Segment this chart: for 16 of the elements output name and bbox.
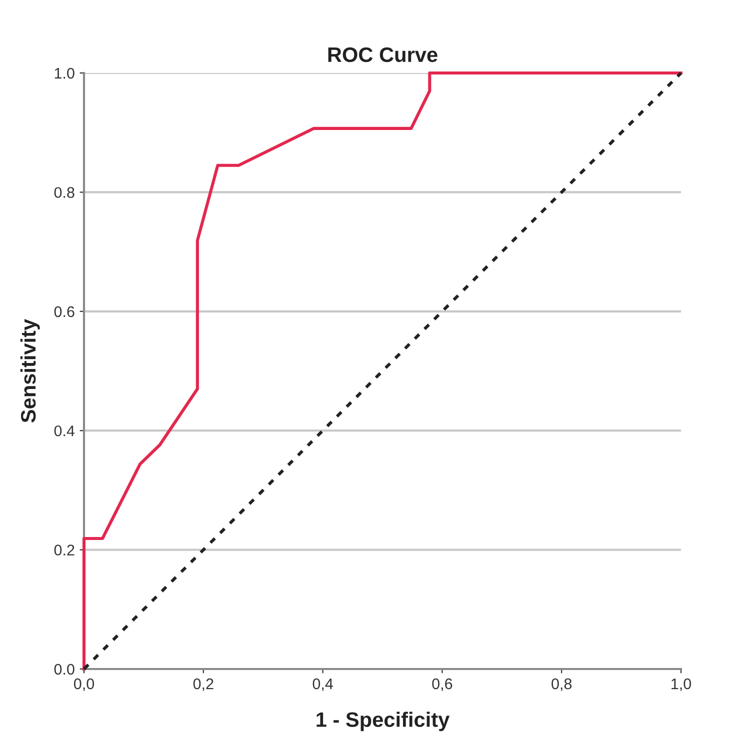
chart-title: ROC Curve	[328, 47, 438, 62]
x-tick-label: 0,0	[74, 678, 94, 692]
x-tick-label: 0,6	[432, 678, 452, 692]
y-tick-label: 0.8	[54, 187, 74, 198]
y-tick-label: 0.6	[54, 306, 74, 318]
y-tick-label: 1.0	[54, 68, 74, 79]
x-tick-label: 0,8	[552, 678, 572, 692]
y-tick-label: 0.0	[54, 664, 74, 675]
y-axis-title: Sensitivity	[20, 319, 40, 422]
x-tick-label: 0,4	[312, 678, 333, 692]
line-series	[82, 71, 683, 671]
x-axis-title: 1 - Specificity	[316, 712, 450, 732]
x-tick-label: 0,2	[193, 678, 214, 692]
y-tick-label: 0.4	[54, 425, 75, 436]
y-tick-label: 0.2	[54, 544, 74, 556]
x-tick-label: 1,0	[672, 678, 692, 692]
